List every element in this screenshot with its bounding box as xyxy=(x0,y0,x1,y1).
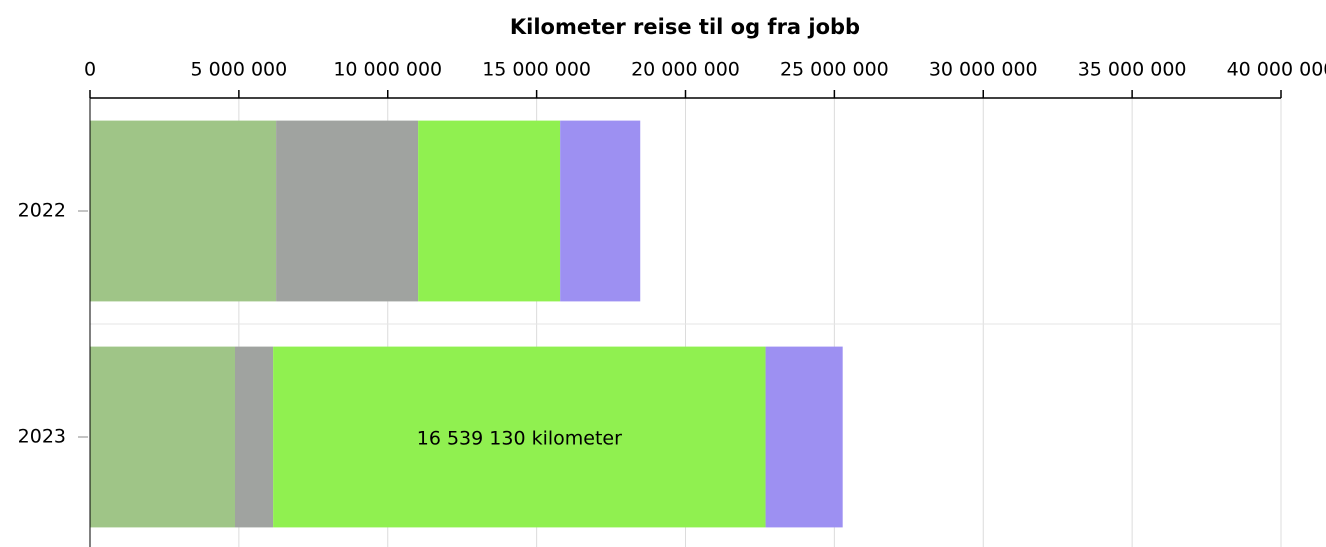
x-tick-label: 15 000 000 xyxy=(482,59,591,81)
bar-segment xyxy=(273,346,766,528)
x-tick-label: 5 000 000 xyxy=(191,59,288,81)
data-label: 16 539 130 kilometer xyxy=(417,428,622,450)
bar-segment xyxy=(276,120,419,302)
bar-segment xyxy=(90,120,277,302)
bar-segment xyxy=(560,120,641,302)
x-tick-label: 40 000 000 xyxy=(1227,59,1326,81)
x-tick-label: 25 000 000 xyxy=(780,59,889,81)
x-tick-label: 30 000 000 xyxy=(929,59,1038,81)
y-tick-label: 2023 xyxy=(18,426,66,448)
y-tick-label: 2022 xyxy=(18,200,66,222)
x-tick-label: 35 000 000 xyxy=(1078,59,1187,81)
bar-segment xyxy=(765,346,843,528)
x-tick-label: 10 000 000 xyxy=(333,59,442,81)
x-tick-label: 20 000 000 xyxy=(631,59,740,81)
bar-segment xyxy=(90,346,236,528)
chart-title: Kilometer reise til og fra jobb xyxy=(510,15,860,39)
bar-segment xyxy=(235,346,274,528)
x-tick-label: 0 xyxy=(84,59,96,81)
bar-segment xyxy=(418,120,561,302)
